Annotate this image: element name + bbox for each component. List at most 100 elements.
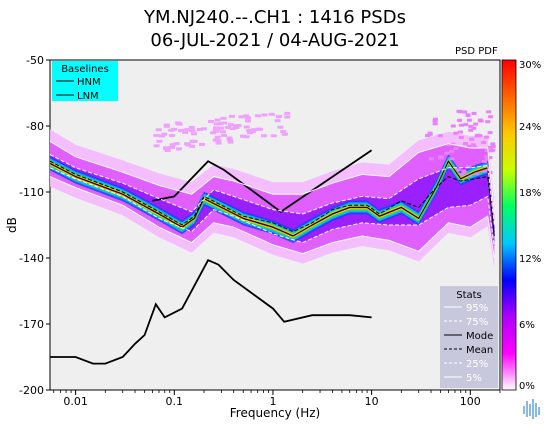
colorbar-tick-label: 30% (519, 60, 541, 71)
x-tick-label: 0.1 (166, 395, 184, 408)
density-cell (466, 165, 472, 169)
density-cell (189, 129, 196, 133)
density-core (50, 154, 495, 243)
density-cell (455, 168, 461, 172)
stat-mean-label: Mean (466, 345, 493, 356)
density-cell (226, 136, 233, 140)
colorbar-gradient (501, 59, 517, 391)
density-cell (245, 119, 252, 123)
series-line-5pct (50, 176, 495, 259)
density-cell (188, 125, 195, 129)
density-cell (484, 135, 490, 139)
density-cell (226, 138, 233, 142)
density-cell (213, 126, 219, 130)
density-cell (245, 116, 252, 120)
x-tick-label: 0.01 (63, 395, 88, 408)
density-cell (213, 122, 220, 126)
density-cell (199, 142, 205, 146)
density-cell (261, 134, 267, 138)
density-cell (161, 132, 168, 136)
density-cell (481, 140, 487, 144)
density-cell (215, 141, 222, 145)
density-cell (469, 137, 475, 141)
y-tick-label: -50 (26, 54, 44, 67)
colorbar-tick-label: 6% (519, 320, 535, 331)
density-cell (280, 130, 287, 134)
colorbar-tick-label: 18% (519, 188, 541, 199)
density-cell (156, 139, 163, 143)
density-cell (189, 139, 196, 143)
density-cell (214, 118, 221, 122)
density-cell (189, 144, 196, 148)
stats-legend-box (440, 286, 498, 388)
density-cell (466, 118, 472, 122)
density-cell (238, 115, 245, 119)
density-cell (465, 114, 471, 118)
density-cell (490, 148, 496, 152)
y-tick-label: -200 (19, 384, 44, 397)
density-cell (453, 147, 459, 150)
baselines-legend: Baselines HNM LNM (52, 61, 118, 102)
baselines-legend-title: Baselines (61, 64, 109, 75)
density-cell (486, 110, 492, 114)
density-cell (217, 122, 224, 126)
density-cell (255, 127, 262, 131)
density-cell (467, 173, 473, 177)
stats-legend-title: Stats (456, 290, 482, 301)
density-cell (221, 133, 227, 137)
density-cell (246, 129, 253, 132)
colorbar-ticks: 30% 24% 18% 12% 6% 0% (519, 60, 541, 392)
density-cell (182, 130, 189, 134)
stats-legend: Stats 95% 75% Mode Mean 25% 5% (440, 286, 498, 388)
density-cell (482, 160, 487, 163)
colorbar-tick-label: 24% (519, 122, 541, 133)
density-cell (169, 146, 175, 149)
stat-mode-label: Mode (466, 331, 493, 342)
density-cell (249, 129, 256, 133)
y-tick-label: -80 (26, 120, 44, 133)
x-axis-label: Frequency (Hz) (230, 406, 321, 420)
density-cell (251, 128, 258, 132)
density-cell (461, 169, 467, 173)
density-cell (175, 147, 182, 151)
density-cell (169, 134, 176, 137)
x-tick-label: 1 (270, 395, 277, 408)
density-cell (487, 145, 493, 149)
density-cell (473, 122, 479, 126)
series-line-mean (50, 160, 495, 233)
hnm-legend-label: HNM (77, 77, 101, 88)
density-core (50, 156, 495, 241)
x-tick-label: 10 (365, 395, 379, 408)
density-cell (184, 142, 191, 146)
density-cell (277, 125, 284, 129)
series-line-95pct (50, 140, 495, 215)
density-cell (483, 155, 489, 159)
density-cell (462, 110, 468, 114)
axes: -50 -80 -110 -140 -170 -200 0.01 0.1 1 10 100 (19, 54, 501, 408)
density-cell (229, 127, 236, 131)
lnm-legend-label: LNM (77, 91, 99, 102)
density-cell (453, 131, 459, 135)
density-cell (487, 131, 493, 135)
density-cell (240, 134, 246, 138)
density-cell (437, 134, 443, 138)
density-cell (482, 169, 488, 173)
density-cell (228, 114, 235, 118)
density-cell (227, 123, 234, 127)
density-cell (178, 129, 185, 133)
density-cell (175, 121, 182, 125)
density-cell (270, 134, 277, 138)
density-cell (233, 126, 240, 130)
density-cell (212, 129, 219, 133)
density-cell (470, 143, 476, 147)
density-cell (220, 116, 227, 120)
density-cell (268, 112, 275, 116)
density-cell (425, 134, 430, 138)
density-core (50, 157, 495, 240)
density-cell (184, 128, 191, 132)
density-cell (243, 135, 250, 139)
density-cell (444, 151, 450, 155)
density-cell (457, 110, 463, 114)
y-tick-label: -110 (19, 186, 44, 199)
